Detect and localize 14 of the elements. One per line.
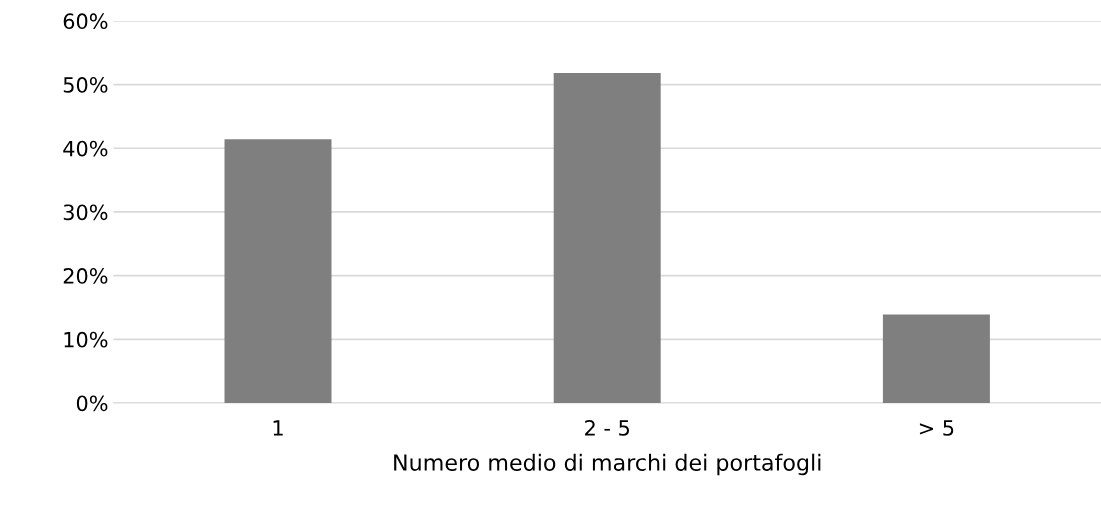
x-axis-title: Numero medio di marchi dei portafogli [394,453,821,476]
bar [553,73,661,403]
bar [882,314,990,403]
y-tick-label: 40% [63,140,108,157]
y-tick-label: 60% [63,13,108,30]
bar [224,139,332,403]
x-tick-label: 1 [273,420,283,436]
y-tick-label: 30% [63,204,108,221]
y-tick-label: 20% [63,268,108,284]
x-tick-label: > 5 [919,420,954,436]
y-tick-label: 10% [64,331,108,348]
y-tick-label: 0% [76,395,108,412]
x-tick-label: 2 - 5 [585,420,630,436]
y-tick-label: 50% [63,77,108,93]
